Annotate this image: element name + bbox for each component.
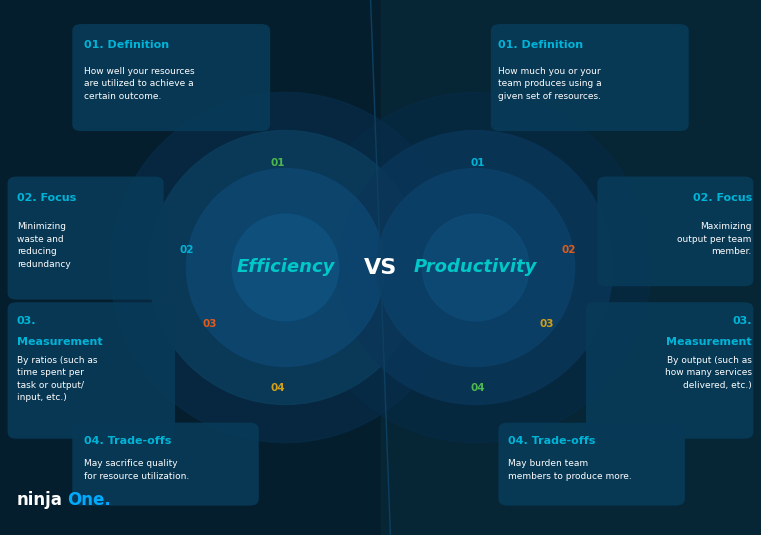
Text: 01. Definition: 01. Definition: [84, 40, 169, 50]
Text: One.: One.: [67, 491, 110, 509]
Text: How much you or your
team produces using a
given set of resources.: How much you or your team produces using…: [498, 67, 602, 101]
Text: Productivity: Productivity: [414, 258, 537, 277]
FancyBboxPatch shape: [8, 302, 175, 439]
Text: 01: 01: [270, 158, 285, 168]
Text: ninja: ninja: [17, 491, 62, 509]
FancyBboxPatch shape: [72, 24, 270, 131]
Ellipse shape: [422, 214, 529, 321]
Text: 03: 03: [539, 319, 554, 328]
Text: 04: 04: [470, 383, 486, 393]
Text: 02. Focus: 02. Focus: [693, 193, 752, 203]
Text: By ratios (such as
time spent per
task or output/
input, etc.): By ratios (such as time spent per task o…: [17, 356, 97, 402]
Text: 02: 02: [180, 245, 195, 255]
FancyBboxPatch shape: [597, 177, 753, 286]
Text: 01: 01: [470, 158, 486, 168]
Text: 04. Trade-offs: 04. Trade-offs: [508, 436, 596, 446]
Text: How well your resources
are utilized to achieve a
certain outcome.: How well your resources are utilized to …: [84, 67, 194, 101]
Ellipse shape: [110, 93, 460, 442]
Bar: [380, 0, 761, 535]
Text: 02: 02: [562, 245, 577, 255]
Text: By output (such as
how many services
delivered, etc.): By output (such as how many services del…: [665, 356, 752, 390]
Ellipse shape: [339, 131, 613, 404]
Text: Maximizing
output per team
member.: Maximizing output per team member.: [677, 222, 752, 256]
Text: 02. Focus: 02. Focus: [17, 193, 76, 203]
FancyBboxPatch shape: [8, 177, 164, 300]
Ellipse shape: [148, 131, 422, 404]
Text: Measurement: Measurement: [17, 337, 103, 347]
Bar: [0, 0, 380, 535]
Text: VS: VS: [364, 257, 397, 278]
Ellipse shape: [232, 214, 339, 321]
Ellipse shape: [301, 93, 651, 442]
Text: Minimizing
waste and
reducing
redundancy: Minimizing waste and reducing redundancy: [17, 222, 71, 269]
Text: 04. Trade-offs: 04. Trade-offs: [84, 436, 171, 446]
FancyBboxPatch shape: [72, 423, 259, 506]
FancyBboxPatch shape: [491, 24, 689, 131]
Text: May burden team
members to produce more.: May burden team members to produce more.: [508, 459, 632, 480]
Ellipse shape: [377, 169, 575, 366]
Text: Efficiency: Efficiency: [236, 258, 335, 277]
Text: May sacrifice quality
for resource utilization.: May sacrifice quality for resource utili…: [84, 459, 189, 480]
Text: 03: 03: [202, 319, 217, 328]
Text: 04: 04: [270, 383, 285, 393]
Text: 01. Definition: 01. Definition: [498, 40, 584, 50]
FancyBboxPatch shape: [586, 302, 753, 439]
Text: 03.: 03.: [732, 316, 752, 326]
Ellipse shape: [186, 169, 384, 366]
FancyBboxPatch shape: [498, 423, 685, 506]
Text: Measurement: Measurement: [666, 337, 752, 347]
Text: 03.: 03.: [17, 316, 37, 326]
